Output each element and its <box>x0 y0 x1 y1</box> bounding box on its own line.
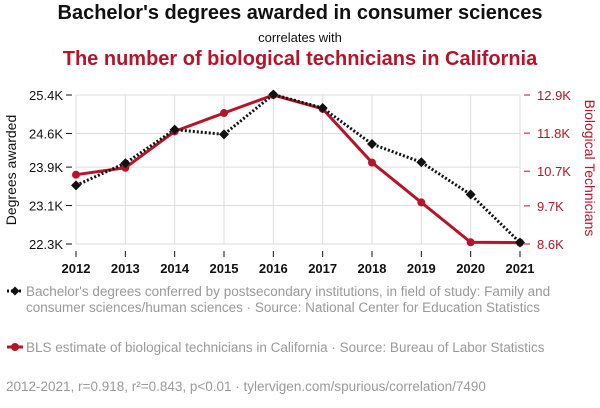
x-tick-label: 2019 <box>407 261 436 276</box>
left-tick-label: 24.6K <box>29 126 63 141</box>
series-1-point <box>317 102 328 113</box>
series-1-point <box>120 158 131 169</box>
series-1-point <box>71 180 81 191</box>
left-tick-label: 23.1K <box>29 199 63 214</box>
right-tick-label: 10.7K <box>537 164 571 179</box>
grid-lines <box>75 94 521 245</box>
left-tick-label: 22.3K <box>29 237 63 252</box>
legend-text-series1: Bachelor's degrees conferred by postseco… <box>26 284 551 315</box>
x-axis-ticks: 2012 2013 2014 2015 2016 2017 2018 2019 2020 2021 <box>62 251 535 276</box>
series-2-point <box>368 158 376 167</box>
series-2-point <box>417 198 426 207</box>
series-line-2 <box>75 93 521 245</box>
x-tick-label: 2016 <box>259 261 288 276</box>
right-tick-label: 11.8K <box>537 126 570 141</box>
series-2-point <box>466 238 475 247</box>
right-tick-label: 9.7K <box>537 199 564 214</box>
series-1-point <box>219 129 229 140</box>
series-markers <box>71 89 525 248</box>
footer-stats: 2012-2021, r=0.918, r²=0.843, p<0.01 · t… <box>6 379 486 394</box>
x-tick-label: 2018 <box>358 261 387 276</box>
y-axis-label-right: Biological Technicians <box>582 100 598 237</box>
series-1-point <box>416 157 427 168</box>
chart-subtitle: correlates with <box>258 30 342 45</box>
line-chart: 22.3K 23.1K 23.9K 24.6K 25.4K 8.6K 9.7K 10.7K 1… <box>3 88 598 276</box>
right-tick-label: 12.9K <box>537 88 571 103</box>
left-tick-label: 25.4K <box>29 88 63 103</box>
series-2-point <box>220 109 228 118</box>
legend-marker-series2 <box>7 343 23 351</box>
series-lines <box>75 93 522 245</box>
series-1-point <box>515 237 525 248</box>
series-1-point <box>169 124 180 135</box>
x-tick-label: 2013 <box>111 261 140 276</box>
series-2-point <box>72 170 80 179</box>
right-axis-ticks: 8.6K 9.7K 10.7K 11.8K 12.9K <box>524 88 571 252</box>
series-1-point <box>268 89 279 100</box>
chart-title-secondary: The number of biological technicians in … <box>62 48 538 70</box>
x-tick-label: 2015 <box>210 261 239 276</box>
x-tick-label: 2020 <box>456 261 485 276</box>
series-1-point <box>367 139 377 150</box>
x-tick-label: 2012 <box>62 261 91 276</box>
right-tick-label: 8.6K <box>537 237 564 252</box>
series-line-1 <box>75 93 522 244</box>
left-tick-label: 23.9K <box>29 160 63 175</box>
chart-title: Bachelor's degrees awarded in consumer s… <box>57 2 543 24</box>
left-axis-ticks: 22.3K 23.1K 23.9K 24.6K 25.4K <box>29 88 72 252</box>
series-1-point <box>465 189 476 200</box>
x-tick-label: 2021 <box>506 261 535 276</box>
legend-marker-series1 <box>7 286 23 296</box>
y-axis-label-left: Degrees awarded <box>3 115 19 226</box>
x-tick-label: 2014 <box>160 261 190 276</box>
x-tick-label: 2017 <box>308 261 337 276</box>
legend-text-series2: BLS estimate of biological technicians i… <box>26 340 545 355</box>
